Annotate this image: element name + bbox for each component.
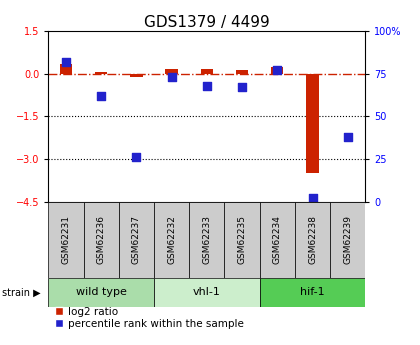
Point [309,196,316,201]
Point [344,134,351,140]
Point [274,68,281,73]
Bar [165,69,178,74]
Bar [295,202,330,278]
Bar [260,202,295,278]
Point [63,59,69,65]
Bar [306,74,319,173]
Bar [271,67,284,74]
Bar [154,278,260,307]
Text: wild type: wild type [76,287,126,297]
Text: GSM62235: GSM62235 [238,215,247,264]
Bar [48,278,154,307]
Point [98,93,105,99]
Text: GSM62233: GSM62233 [202,215,211,264]
Text: strain ▶: strain ▶ [2,287,41,297]
Point [168,75,175,80]
Text: GSM62232: GSM62232 [167,215,176,264]
Text: GSM62238: GSM62238 [308,215,317,264]
Bar [48,202,84,278]
Text: GSM62231: GSM62231 [61,215,71,264]
Bar [224,202,260,278]
Text: GSM62239: GSM62239 [343,215,352,264]
Point [239,85,245,90]
Bar [154,202,189,278]
Text: GSM62234: GSM62234 [273,215,282,264]
Title: GDS1379 / 4499: GDS1379 / 4499 [144,15,270,30]
Point [133,155,140,160]
Bar [201,69,213,74]
Text: vhl-1: vhl-1 [193,287,221,297]
Bar [130,74,142,77]
Bar [236,70,248,74]
Bar [260,278,365,307]
Legend: log2 ratio, percentile rank within the sample: log2 ratio, percentile rank within the s… [53,307,244,329]
Bar [95,72,108,74]
Point [203,83,210,88]
Bar [189,202,224,278]
Bar [119,202,154,278]
Bar [60,64,72,74]
Bar [330,202,365,278]
Text: hif-1: hif-1 [300,287,325,297]
Bar [84,202,119,278]
Text: GSM62236: GSM62236 [97,215,106,264]
Text: GSM62237: GSM62237 [132,215,141,264]
